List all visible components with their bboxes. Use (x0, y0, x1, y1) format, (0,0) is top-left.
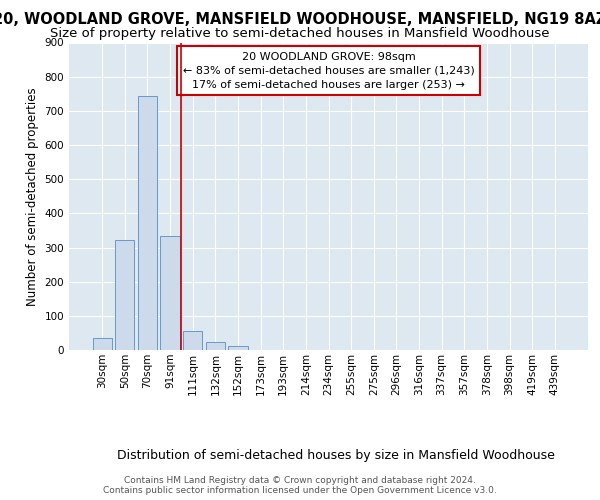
Y-axis label: Number of semi-detached properties: Number of semi-detached properties (26, 87, 39, 306)
Text: Contains HM Land Registry data © Crown copyright and database right 2024.: Contains HM Land Registry data © Crown c… (124, 476, 476, 485)
Bar (206, 342, 225, 350)
Text: Size of property relative to semi-detached houses in Mansfield Woodhouse: Size of property relative to semi-detach… (50, 28, 550, 40)
Text: 20, WOODLAND GROVE, MANSFIELD WOODHOUSE, MANSFIELD, NG19 8AZ: 20, WOODLAND GROVE, MANSFIELD WOODHOUSE,… (0, 12, 600, 28)
Bar (183, 330, 202, 350)
Text: Contains public sector information licensed under the Open Government Licence v3: Contains public sector information licen… (103, 486, 497, 495)
Text: Distribution of semi-detached houses by size in Mansfield Woodhouse: Distribution of semi-detached houses by … (117, 450, 555, 462)
Bar (92, 338, 112, 350)
Bar (160, 236, 180, 350)
Bar (229, 346, 248, 350)
Bar (138, 96, 157, 350)
Text: 20 WOODLAND GROVE: 98sqm
← 83% of semi-detached houses are smaller (1,243)
17% o: 20 WOODLAND GROVE: 98sqm ← 83% of semi-d… (182, 52, 475, 90)
Bar (115, 240, 134, 350)
